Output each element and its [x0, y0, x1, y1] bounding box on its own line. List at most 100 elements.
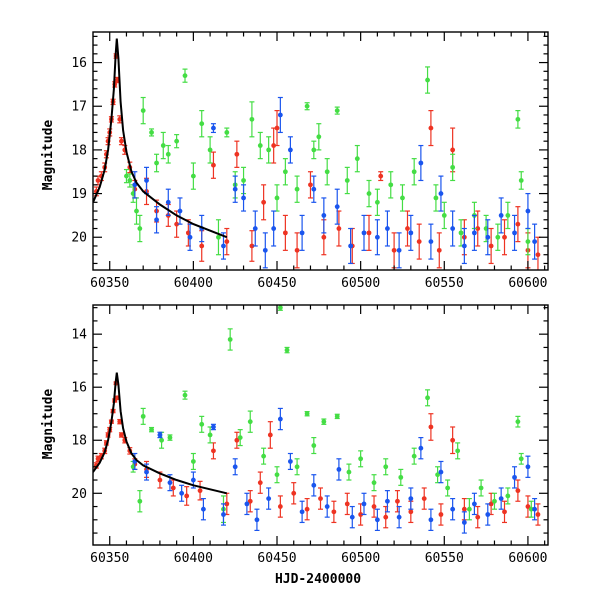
data-point	[418, 436, 424, 460]
data-point	[498, 487, 504, 510]
top-series-red	[93, 53, 541, 270]
point-marker	[304, 506, 310, 512]
data-point	[383, 458, 389, 476]
point-marker	[466, 506, 472, 512]
data-point	[411, 447, 417, 465]
point-marker	[247, 498, 253, 504]
point-marker	[140, 413, 146, 419]
point-marker	[262, 247, 268, 253]
point-marker	[361, 501, 367, 507]
point-marker	[182, 73, 188, 79]
bottom-series-green	[130, 305, 534, 524]
point-marker	[418, 160, 424, 166]
point-marker	[294, 464, 300, 470]
point-marker	[157, 432, 163, 438]
point-marker	[348, 243, 354, 249]
point-marker	[344, 178, 350, 183]
data-point	[438, 460, 444, 484]
point-marker	[461, 506, 467, 512]
data-point	[458, 219, 464, 247]
point-marker	[334, 413, 340, 419]
data-point	[441, 201, 447, 230]
point-marker	[396, 514, 402, 520]
point-marker	[234, 151, 240, 157]
data-point	[174, 134, 180, 149]
point-marker	[277, 416, 283, 422]
data-point	[304, 102, 310, 111]
point-marker	[247, 419, 253, 425]
point-marker	[321, 419, 327, 425]
x-tick-label: 60500	[341, 551, 380, 566]
data-point	[349, 505, 355, 529]
data-point	[475, 210, 481, 247]
point-marker	[304, 103, 310, 109]
data-point	[384, 210, 390, 247]
data-point	[277, 407, 283, 431]
x-tick-label: 60450	[257, 276, 296, 291]
data-point	[331, 500, 337, 524]
x-tick-label: 60450	[257, 551, 296, 566]
point-marker	[324, 504, 330, 509]
data-point	[361, 492, 367, 516]
point-marker	[174, 138, 180, 144]
point-marker	[436, 247, 442, 253]
data-point	[182, 390, 188, 400]
point-marker	[257, 143, 263, 148]
data-point	[261, 184, 267, 221]
point-marker	[149, 427, 154, 433]
data-point	[160, 131, 166, 160]
point-marker	[167, 480, 173, 486]
point-marker	[299, 230, 305, 236]
point-marker	[160, 143, 166, 148]
data-point	[438, 503, 444, 526]
data-point	[157, 431, 163, 439]
point-marker	[435, 472, 440, 478]
point-marker	[438, 512, 444, 517]
point-marker	[282, 169, 288, 175]
data-point	[334, 188, 340, 225]
data-point	[388, 171, 394, 199]
point-marker	[515, 419, 521, 425]
point-marker	[525, 239, 531, 245]
point-marker	[134, 208, 139, 214]
data-point	[411, 158, 417, 186]
point-marker	[184, 493, 190, 499]
point-marker	[458, 230, 464, 236]
point-marker	[157, 477, 163, 483]
point-marker	[450, 164, 456, 170]
point-marker	[252, 226, 258, 231]
data-point	[210, 151, 216, 179]
point-marker	[336, 226, 342, 231]
point-marker	[95, 456, 101, 462]
point-marker	[471, 230, 477, 236]
data-point	[428, 413, 434, 441]
data-point	[284, 346, 290, 354]
data-point	[515, 479, 521, 502]
y-tick-label: 17	[71, 100, 87, 115]
point-marker	[249, 243, 255, 249]
point-marker	[211, 448, 216, 454]
data-point	[254, 508, 260, 532]
data-point	[391, 232, 397, 269]
point-marker	[254, 517, 260, 523]
data-point	[294, 175, 300, 203]
data-point	[291, 482, 297, 505]
x-tick-label: 60500	[341, 276, 380, 291]
data-point	[344, 492, 350, 516]
data-point	[247, 410, 253, 433]
data-point	[336, 458, 342, 481]
point-marker	[450, 226, 456, 231]
data-point	[266, 487, 272, 510]
data-point	[294, 232, 300, 269]
point-marker	[396, 247, 402, 253]
point-marker	[154, 160, 159, 166]
data-point	[117, 115, 123, 124]
point-marker	[207, 432, 213, 438]
data-point	[475, 505, 481, 529]
point-marker	[388, 182, 394, 188]
point-marker	[95, 178, 101, 183]
point-marker	[461, 520, 467, 525]
point-marker	[221, 243, 226, 249]
data-point	[274, 110, 280, 147]
